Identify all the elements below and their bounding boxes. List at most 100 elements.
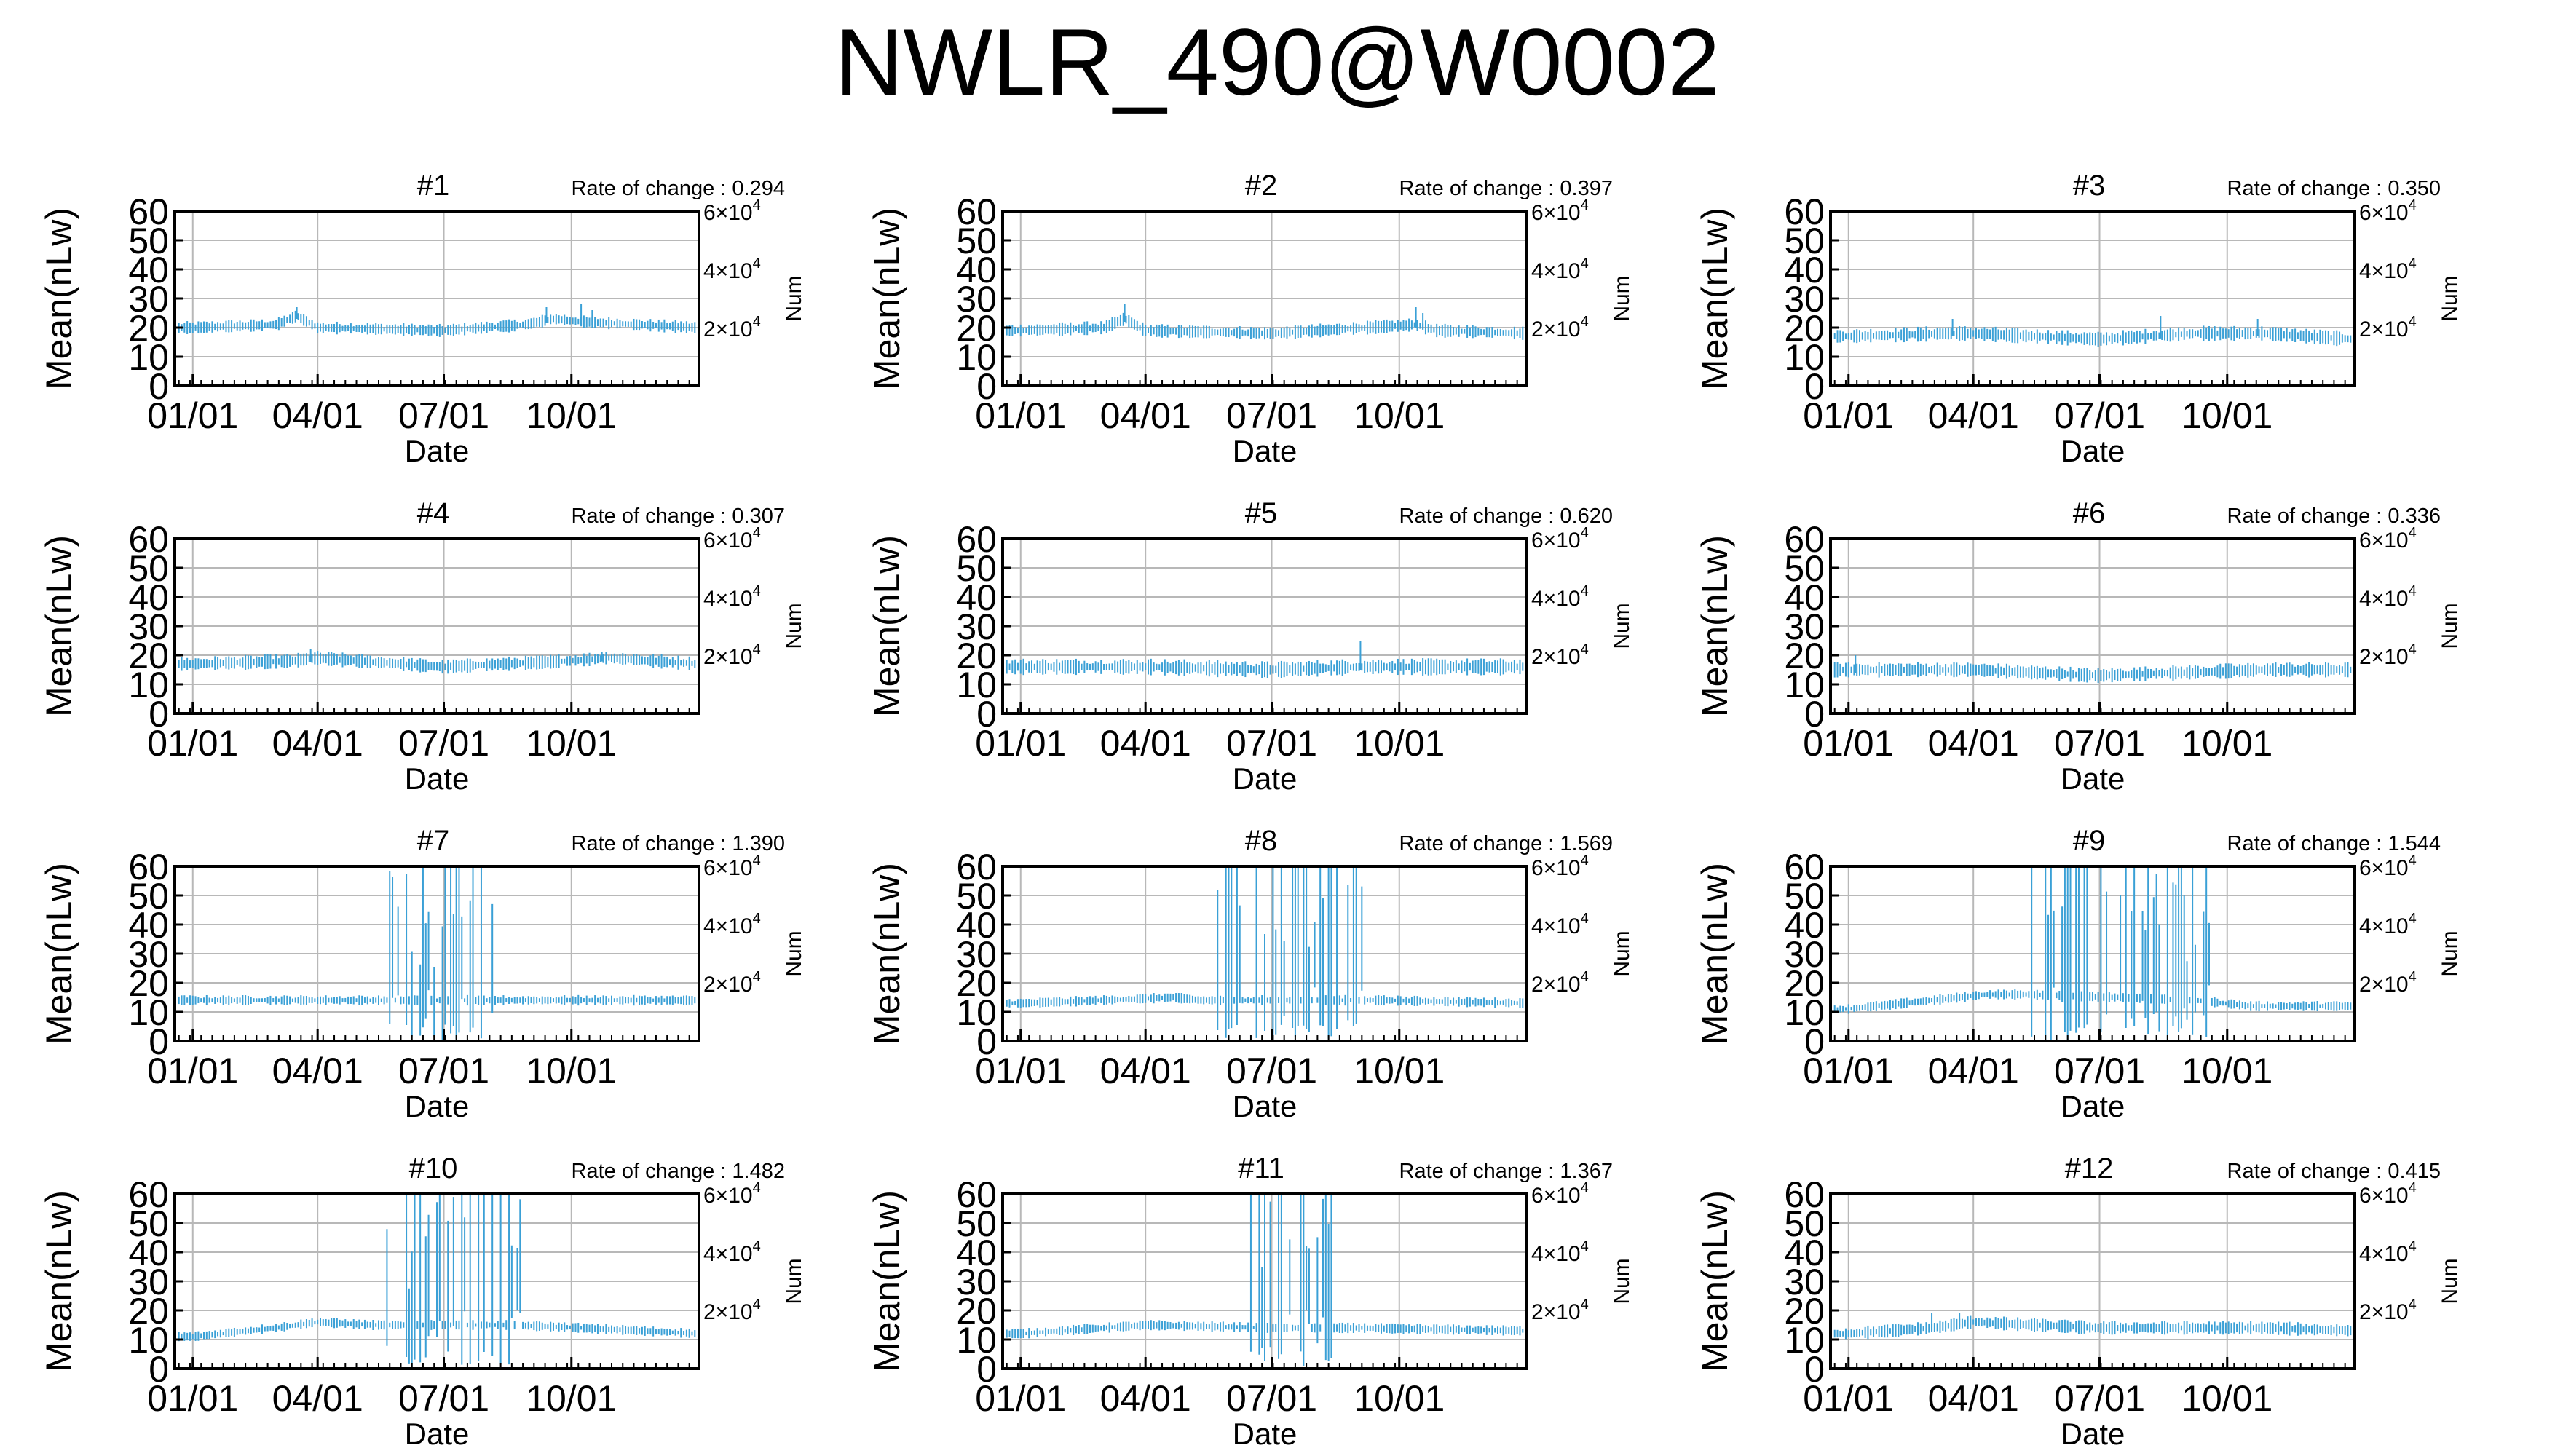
y-tick-label: 20 — [128, 308, 169, 349]
y-axis-label: Mean(nLw) — [866, 863, 907, 1045]
x-tick-label: 01/01 — [1803, 1051, 1894, 1091]
y-tick-label: 20 — [956, 1291, 997, 1332]
y-axis-label: Mean(nLw) — [1694, 207, 1735, 389]
y-tick-label: 30 — [128, 606, 169, 647]
y-tick-label: 50 — [956, 876, 997, 917]
y-tick-label: 30 — [956, 934, 997, 975]
y-tick-label: 40 — [1784, 250, 1825, 290]
y2-tick-label: 2×104 — [703, 314, 761, 341]
y-tick-label: 0 — [1804, 1021, 1825, 1062]
rate-of-change: Rate of change : 1.569 — [1399, 832, 1613, 855]
y-axis-label: Mean(nLw) — [1694, 535, 1735, 717]
y2-tick-label: 6×104 — [1531, 197, 1589, 225]
y-tick-label: 10 — [128, 665, 169, 705]
y2-tick-label: 2×104 — [2359, 314, 2417, 341]
y-tick-label: 60 — [956, 1174, 997, 1215]
rate-of-change: Rate of change : 1.482 — [572, 1160, 785, 1183]
y-tick-label: 40 — [128, 250, 169, 290]
y-tick-label: 10 — [1784, 992, 1825, 1033]
x-tick-label: 04/01 — [272, 1378, 363, 1419]
y2-tick-label: 4×104 — [703, 911, 761, 938]
y2-tick-label: 6×104 — [703, 1180, 761, 1208]
y-axis-label: Mean(nLw) — [39, 207, 79, 389]
y2-axis-label: Num — [782, 275, 806, 321]
grid — [175, 211, 699, 386]
y-axis-label: Mean(nLw) — [39, 863, 79, 1045]
y-tick-label: 30 — [1784, 606, 1825, 647]
y-tick-label: 40 — [956, 1233, 997, 1273]
y-tick-label: 60 — [128, 191, 169, 232]
y2-axis-label: Num — [1610, 603, 1634, 649]
panel-title: #8 — [1245, 825, 1278, 857]
x-tick-label: 04/01 — [1100, 395, 1191, 436]
x-tick-label: 07/01 — [1226, 723, 1317, 764]
y2-tick-label: 6×104 — [2359, 1180, 2417, 1208]
y2-tick-label: 4×104 — [2359, 256, 2417, 283]
y2-tick-label: 4×104 — [2359, 1238, 2417, 1266]
panel-title: #2 — [1245, 170, 1278, 202]
x-axis-label: Date — [405, 761, 470, 796]
x-axis-label: Date — [405, 1089, 470, 1123]
panel-title: #10 — [409, 1152, 458, 1184]
y2-tick-label: 6×104 — [703, 197, 761, 225]
y2-tick-label: 6×104 — [2359, 852, 2417, 880]
x-tick-label: 04/01 — [1100, 1051, 1191, 1091]
y-tick-label: 30 — [128, 934, 169, 975]
y-tick-label: 0 — [1804, 694, 1825, 735]
x-tick-label: 04/01 — [1100, 1378, 1191, 1419]
y2-tick-label: 6×104 — [703, 852, 761, 880]
y-tick-label: 20 — [1784, 963, 1825, 1004]
x-tick-label: 07/01 — [398, 723, 489, 764]
y-tick-label: 50 — [1784, 548, 1825, 589]
x-tick-label: 07/01 — [398, 1051, 489, 1091]
x-tick-label: 10/01 — [1354, 395, 1445, 436]
grid — [1831, 539, 2355, 713]
y2-axis-label: Num — [2438, 1258, 2462, 1304]
y-tick-label: 40 — [128, 1233, 169, 1273]
x-axis-label: Date — [2061, 434, 2125, 468]
y2-tick-label: 2×104 — [2359, 641, 2417, 669]
y-tick-label: 10 — [1784, 1320, 1825, 1361]
rate-of-change: Rate of change : 0.397 — [1399, 177, 1613, 200]
y2-tick-label: 6×104 — [1531, 525, 1589, 553]
y-axis-label: Mean(nLw) — [866, 1190, 907, 1372]
y-tick-label: 60 — [128, 847, 169, 887]
x-axis-label: Date — [1233, 1417, 1298, 1451]
x-tick-label: 04/01 — [1928, 395, 2019, 436]
y-tick-label: 50 — [1784, 1203, 1825, 1244]
y2-tick-label: 4×104 — [703, 583, 761, 611]
y-tick-label: 40 — [956, 250, 997, 290]
y2-axis-label: Num — [1610, 1258, 1634, 1304]
panel-title: #11 — [1238, 1152, 1284, 1184]
y-tick-label: 60 — [1784, 847, 1825, 887]
y-tick-label: 40 — [1784, 905, 1825, 946]
x-tick-label: 04/01 — [272, 395, 363, 436]
series-mean-nlw — [1006, 304, 1524, 340]
y-tick-label: 40 — [128, 577, 169, 618]
y-tick-label: 0 — [149, 1021, 169, 1062]
y-tick-label: 50 — [128, 221, 169, 261]
x-tick-label: 04/01 — [272, 1051, 363, 1091]
y2-tick-label: 4×104 — [2359, 583, 2417, 611]
x-tick-label: 01/01 — [147, 723, 238, 764]
x-tick-label: 10/01 — [526, 723, 617, 764]
x-tick-label: 04/01 — [1928, 1051, 2019, 1091]
y-tick-label: 50 — [956, 548, 997, 589]
y-tick-label: 10 — [956, 1320, 997, 1361]
x-tick-label: 10/01 — [1354, 723, 1445, 764]
x-tick-label: 07/01 — [2054, 723, 2145, 764]
y-tick-label: 30 — [1784, 1262, 1825, 1302]
x-tick-label: 10/01 — [1354, 1051, 1445, 1091]
x-tick-label: 01/01 — [975, 723, 1066, 764]
y-tick-label: 50 — [1784, 876, 1825, 917]
y-tick-label: 20 — [1784, 636, 1825, 676]
grid — [1831, 211, 2355, 386]
rate-of-change: Rate of change : 0.620 — [1399, 505, 1613, 528]
x-tick-label: 10/01 — [2181, 395, 2272, 436]
